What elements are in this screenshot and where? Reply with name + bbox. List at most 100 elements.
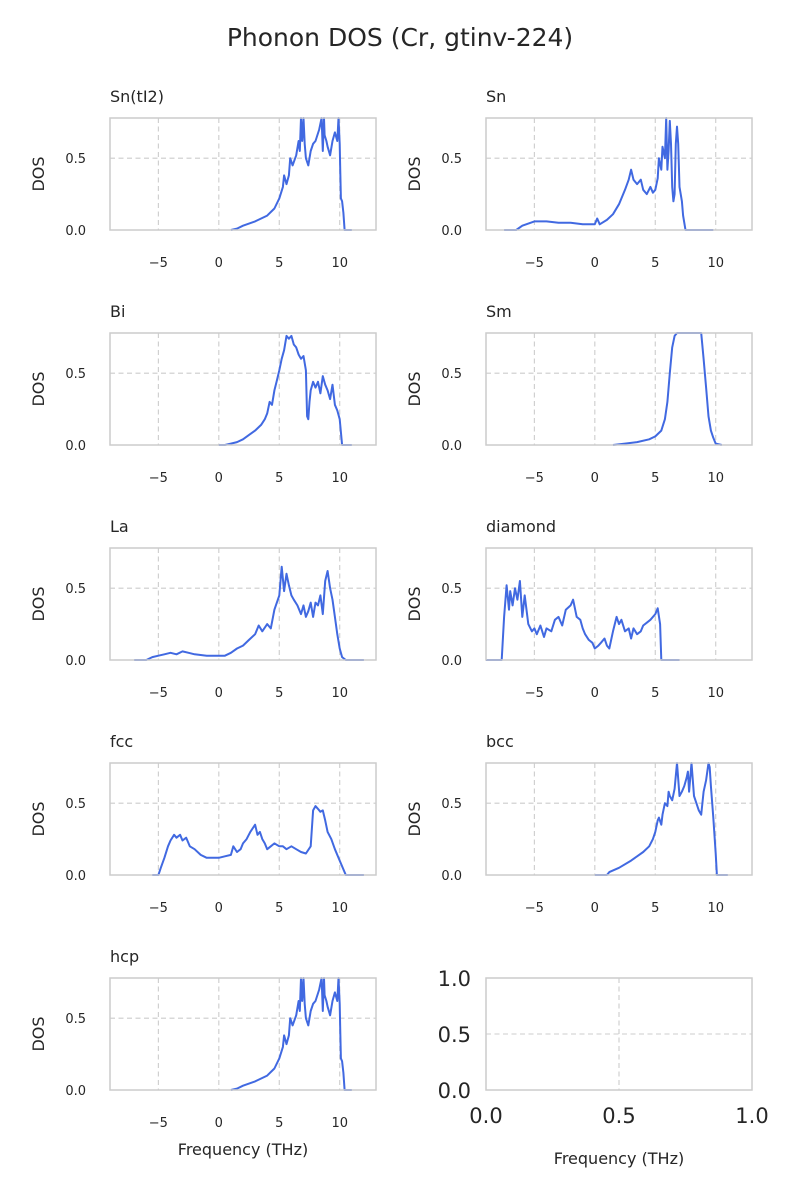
y-tick-label: 0.0 xyxy=(438,1079,471,1103)
y-tick-label: 0.0 xyxy=(441,869,462,884)
y-tick-label: 0.5 xyxy=(441,582,462,597)
y-tick-label: 0.0 xyxy=(441,439,462,454)
subplot-title: Sm xyxy=(486,302,512,321)
plot-frame xyxy=(485,762,753,876)
x-tick-label: 10 xyxy=(707,686,724,701)
x-tick-label: 0.0 xyxy=(469,1104,502,1128)
subplot-4: −5 0 5 10 0.0 0.5 Sm DOS xyxy=(405,302,753,486)
y-tick-label: 0.0 xyxy=(441,654,462,669)
x-tick-label: 0 xyxy=(215,256,223,271)
y-axis-label: DOS xyxy=(405,371,424,406)
dos-line-8 xyxy=(594,762,728,876)
subplot-3: −5 0 5 10 0.0 0.5 Bi DOS xyxy=(29,302,377,486)
subplot-6: −5 0 5 10 0.0 0.5 diamond DOS xyxy=(405,517,753,701)
y-axis-label: DOS xyxy=(29,156,48,191)
x-tick-label: 0.5 xyxy=(602,1104,635,1128)
dos-line-4 xyxy=(612,332,723,446)
plot-frame xyxy=(109,762,377,876)
x-tick-label: 5 xyxy=(275,1116,283,1131)
subplot-title: bcc xyxy=(486,732,514,751)
dos-line-9 xyxy=(230,977,352,1091)
subplot-5: −5 0 5 10 0.0 0.5 La DOS xyxy=(29,517,377,701)
subplot-title: fcc xyxy=(110,732,133,751)
x-tick-label: 5 xyxy=(651,686,659,701)
figure-title: Phonon DOS (Cr, gtinv-224) xyxy=(227,23,573,52)
y-tick-label: 0.0 xyxy=(65,869,86,884)
y-axis-label: DOS xyxy=(405,801,424,836)
dos-line-3 xyxy=(218,334,352,446)
x-tick-label: 0 xyxy=(591,686,599,701)
subplot-grid: −5 0 5 100.00.5Sn(tI2)DOS−5 0 5 100.00.5SnDOS−… xyxy=(29,87,769,1168)
y-tick-label: 0.5 xyxy=(441,152,462,167)
x-tick-label: 5 xyxy=(275,901,283,916)
y-tick-label: 0.0 xyxy=(65,654,86,669)
subplot-8: −5 0 5 10 0.0 0.5 bcc DOS xyxy=(405,732,753,916)
x-tick-label: 0 xyxy=(591,471,599,486)
y-axis-label: DOS xyxy=(405,586,424,621)
x-tick-label: −5 xyxy=(149,256,168,271)
y-tick-label: 0.0 xyxy=(441,224,462,239)
x-tick-label: 0 xyxy=(591,901,599,916)
x-tick-label: 10 xyxy=(707,256,724,271)
plot-frame xyxy=(109,977,377,1091)
y-tick-label: 0.5 xyxy=(441,797,462,812)
x-tick-label: −5 xyxy=(149,686,168,701)
x-tick-label: 10 xyxy=(331,901,348,916)
y-tick-label: 0.5 xyxy=(65,1012,86,1027)
x-tick-label: 5 xyxy=(651,256,659,271)
subplot-7: −5 0 5 10 0.0 0.5 fcc DOS xyxy=(29,732,377,916)
plot-frame xyxy=(109,332,377,446)
x-tick-label: 0 xyxy=(215,1116,223,1131)
plot-frame xyxy=(109,117,377,231)
x-axis-label: Frequency (THz) xyxy=(554,1149,684,1168)
subplot-2: −5 0 5 10 0.0 0.5 Sn DOS xyxy=(405,87,753,271)
x-tick-label: −5 xyxy=(149,901,168,916)
x-tick-label: 5 xyxy=(651,471,659,486)
x-tick-label: 0 xyxy=(215,686,223,701)
x-tick-label: 1.0 xyxy=(735,1104,768,1128)
x-tick-label: −5 xyxy=(149,1116,168,1131)
y-tick-label: 0.5 xyxy=(438,1023,471,1047)
dos-line-2 xyxy=(504,117,714,231)
y-tick-label: 0.0 xyxy=(65,1084,86,1099)
plot-frame xyxy=(109,547,377,661)
x-tick-label: 10 xyxy=(331,686,348,701)
subplot-title: diamond xyxy=(486,517,556,536)
x-tick-label: 5 xyxy=(275,256,283,271)
x-axis-label: Frequency (THz) xyxy=(178,1140,308,1159)
y-axis-label: DOS xyxy=(29,1016,48,1051)
y-tick-label: 0.5 xyxy=(441,367,462,382)
y-tick-label: 0.5 xyxy=(65,152,86,167)
dos-line-6 xyxy=(486,580,680,661)
y-axis-label: DOS xyxy=(405,156,424,191)
plot-frame xyxy=(485,977,753,1091)
subplot-10: 0.0 0.5 1.0 0.0 0.5 1.0 Frequency (THz) xyxy=(438,967,769,1168)
x-tick-label: 5 xyxy=(651,901,659,916)
x-tick-label: −5 xyxy=(149,471,168,486)
dos-line-1 xyxy=(230,117,352,231)
y-tick-label: 0.0 xyxy=(65,439,86,454)
plot-frame xyxy=(485,117,753,231)
x-tick-label: 10 xyxy=(707,471,724,486)
plot-frame xyxy=(485,332,753,446)
y-tick-label: 1.0 xyxy=(438,967,471,991)
x-tick-label: 0 xyxy=(215,471,223,486)
dos-line-7 xyxy=(152,805,364,876)
subplot-title: hcp xyxy=(110,947,139,966)
x-tick-label: −5 xyxy=(525,256,544,271)
y-axis-label: DOS xyxy=(29,801,48,836)
subplot-9: −5 0 5 10 0.0 0.5 hcp DOS Frequency (THz) xyxy=(29,947,377,1159)
x-tick-label: −5 xyxy=(525,471,544,486)
y-tick-label: 0.0 xyxy=(65,224,86,239)
subplot-title: Sn(tI2) xyxy=(110,87,164,106)
x-tick-label: 0 xyxy=(591,256,599,271)
x-tick-label: 10 xyxy=(331,256,348,271)
x-tick-label: −5 xyxy=(525,686,544,701)
subplot-title: Bi xyxy=(110,302,125,321)
x-tick-label: 5 xyxy=(275,471,283,486)
y-axis-label: DOS xyxy=(29,586,48,621)
x-tick-label: 0 xyxy=(215,901,223,916)
dos-line-5 xyxy=(134,565,364,661)
x-tick-label: 5 xyxy=(275,686,283,701)
